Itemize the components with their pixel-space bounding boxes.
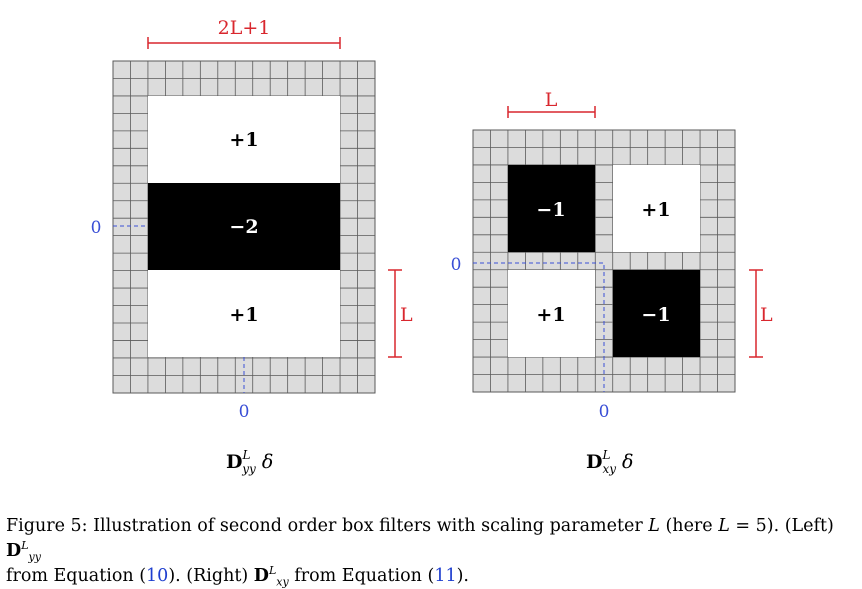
dxy-region-bottom-left: [508, 270, 595, 357]
caption-left-sub: yy: [28, 550, 41, 564]
dxy-side-dimension: [749, 269, 763, 358]
dxy-origin-bottom-label: 0: [599, 402, 610, 422]
dyy-filter: +1 −2 +1 2L+1 L 0 0 DL yy δ: [91, 17, 413, 476]
caption-line2-b: ). (Right): [168, 566, 254, 586]
caption-here-val: = 5). (Left): [729, 516, 834, 536]
caption-line2-a: from Equation (: [6, 566, 147, 586]
dxy-bottom-right-value: −1: [641, 304, 670, 326]
dyy-width-label: 2L+1: [218, 17, 271, 39]
dxy-origin-left-label: 0: [451, 255, 462, 275]
dyy-top-value: +1: [229, 129, 258, 151]
dxy-width-dimension: [507, 106, 596, 118]
dxy-region-top-right: [613, 165, 700, 252]
caption-left-sup: L: [21, 539, 29, 553]
box-filters-figure: +1 −2 +1 2L+1 L 0 0 DL yy δ: [91, 17, 773, 476]
dxy-region-bottom-right: [613, 270, 700, 357]
dyy-region-middle: [148, 183, 340, 270]
dxy-bottom-left-value: +1: [536, 304, 565, 326]
dyy-origin-left-label: 0: [91, 218, 102, 238]
dyy-side-dimension: [388, 269, 402, 358]
figure-caption: Figure 5: Illustration of second order b…: [6, 514, 856, 589]
dxy-filter-name: DL xy δ: [586, 448, 633, 476]
dyy-side-label: L: [400, 304, 413, 326]
caption-left-symbol: D: [6, 541, 22, 561]
dxy-side-label: L: [760, 304, 773, 326]
dyy-region-bottom: [148, 270, 340, 357]
caption-right-symbol: D: [253, 566, 269, 586]
dxy-width-label: L: [545, 89, 558, 111]
dyy-width-dimension: [147, 37, 341, 49]
equation-ref-10[interactable]: 10: [146, 566, 169, 586]
caption-prefix: Figure 5: Illustration of second order b…: [6, 516, 649, 536]
caption-line2-d: ).: [456, 566, 469, 586]
dyy-bottom-value: +1: [229, 304, 258, 326]
dxy-top-left-value: −1: [536, 199, 565, 221]
dxy-origin-dashes: [473, 262, 605, 392]
dxy-region-top-left: [508, 165, 595, 252]
caption-here-open: (here: [659, 516, 719, 536]
caption-line2-c: from Equation (: [288, 566, 435, 586]
caption-param: L: [648, 516, 660, 536]
caption-right-sub: xy: [276, 575, 289, 589]
dyy-region-top: [148, 96, 340, 183]
caption-here-eq: L: [718, 516, 730, 536]
dyy-filter-name: DL yy δ: [226, 448, 273, 476]
dxy-top-right-value: +1: [641, 199, 670, 221]
dyy-middle-value: −2: [229, 216, 258, 238]
equation-ref-11[interactable]: 11: [434, 566, 457, 586]
dyy-origin-bottom-label: 0: [239, 402, 250, 422]
dxy-filter: −1 +1 +1 −1 L L 0 0 DL xy δ: [451, 89, 773, 476]
caption-right-sup: L: [268, 564, 277, 578]
